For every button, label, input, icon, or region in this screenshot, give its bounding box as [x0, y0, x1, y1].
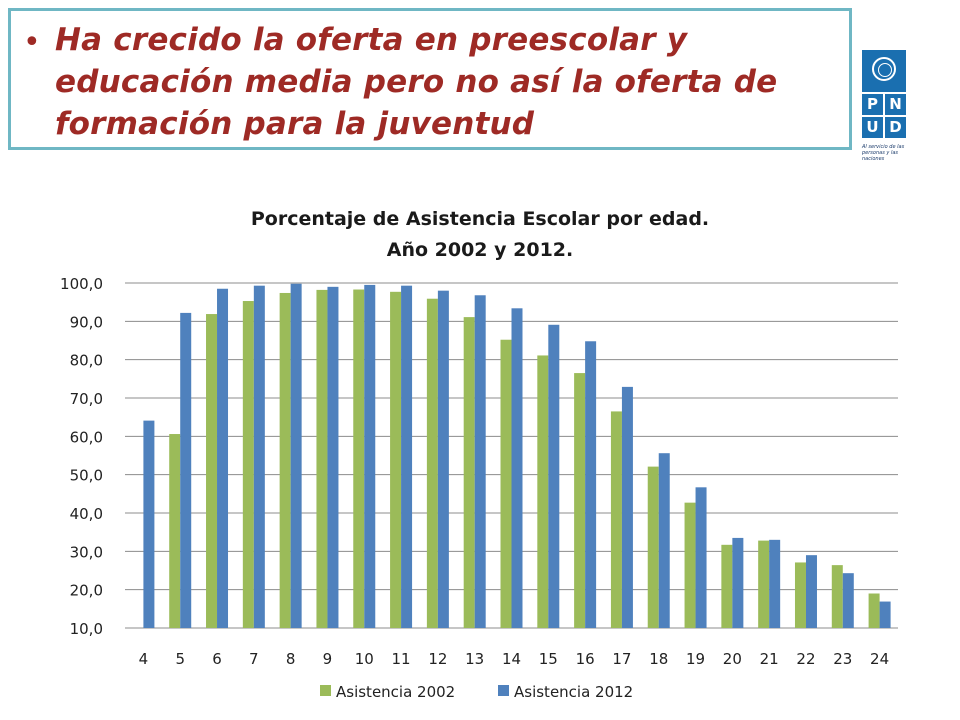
bar-2012 — [585, 341, 597, 628]
y-tick-label: 100,0 — [60, 275, 103, 293]
bar-2012 — [621, 386, 633, 628]
x-tick-label: 9 — [323, 650, 333, 668]
x-tick-label: 10 — [355, 650, 374, 668]
x-tick-label: 14 — [502, 650, 521, 668]
x-tick-label: 16 — [576, 650, 595, 668]
y-tick-label: 40,0 — [70, 505, 103, 523]
bar-2012 — [401, 285, 413, 628]
bar-2002 — [390, 291, 402, 628]
un-emblem-icon — [862, 50, 906, 92]
bar-2002 — [574, 373, 586, 628]
x-tick-label: 8 — [286, 650, 296, 668]
bar-2002 — [426, 298, 438, 628]
bar-2012 — [290, 283, 302, 628]
y-tick-label: 10,0 — [70, 620, 103, 638]
bar-2002 — [610, 411, 622, 628]
bar-2012 — [511, 308, 523, 628]
bar-2012 — [548, 324, 560, 628]
bar-2002 — [647, 466, 659, 628]
bar-2012 — [217, 288, 229, 628]
logo-letter: D — [885, 117, 906, 138]
bar-2012 — [327, 286, 339, 628]
x-tick-label: 11 — [392, 650, 411, 668]
bar-2002 — [316, 289, 328, 628]
bar-2002 — [831, 565, 843, 628]
pnud-logo: P N U D Al servicio de las personas y la… — [862, 50, 906, 162]
y-tick-label: 30,0 — [70, 543, 103, 561]
x-tick-label: 13 — [465, 650, 484, 668]
y-tick-label: 70,0 — [70, 390, 103, 408]
bar-2012 — [437, 290, 449, 628]
x-tick-label: 18 — [649, 650, 668, 668]
bar-2002 — [684, 502, 696, 628]
bar-2012 — [732, 537, 744, 628]
x-tick-label: 22 — [796, 650, 815, 668]
bar-2012 — [879, 601, 891, 628]
x-tick-label: 19 — [686, 650, 705, 668]
headline-bullet: • — [23, 25, 41, 60]
y-tick-label: 90,0 — [70, 313, 103, 331]
bar-2002 — [279, 292, 291, 628]
chart-subtitle: Año 2002 y 2012. — [387, 239, 574, 261]
y-axis-ticks: 10,0 20,0 30,0 40,0 50,0 60,0 70,0 80,0 90,0 100,… — [60, 275, 103, 638]
headline-box: • Ha crecido la oferta en preescolar y e… — [8, 8, 852, 150]
logo-letter: U — [862, 117, 883, 138]
y-tick-label: 60,0 — [70, 428, 103, 446]
logo-letter: P — [862, 94, 883, 115]
bar-2012 — [805, 555, 817, 628]
bar-2012 — [658, 453, 670, 628]
bar-2002 — [206, 314, 218, 628]
bar-2002 — [758, 540, 770, 628]
bar-2012 — [842, 573, 854, 628]
x-tick-label: 20 — [723, 650, 742, 668]
x-tick-label: 6 — [212, 650, 222, 668]
logo-tagline: Al servicio de las personas y las nacion… — [862, 144, 905, 162]
bar-2002 — [463, 317, 475, 628]
y-tick-label: 80,0 — [70, 352, 103, 370]
bar-2012 — [695, 487, 707, 628]
x-tick-label: 12 — [428, 650, 447, 668]
legend-label: Asistencia 2012 — [514, 683, 633, 701]
bar-2012 — [769, 539, 781, 628]
y-tick-label: 20,0 — [70, 582, 103, 600]
legend-swatch — [498, 685, 509, 696]
headline-text: Ha crecido la oferta en preescolar y edu… — [55, 22, 778, 142]
bars — [143, 283, 891, 628]
bar-2002 — [169, 434, 181, 628]
legend: Asistencia 2002 Asistencia 2012 — [320, 683, 633, 701]
x-tick-label: 17 — [612, 650, 631, 668]
x-tick-label: 23 — [833, 650, 852, 668]
bar-2002 — [794, 562, 806, 628]
x-tick-label: 4 — [139, 650, 149, 668]
x-tick-label: 7 — [249, 650, 259, 668]
bar-2002 — [537, 355, 549, 628]
bar-2002 — [242, 301, 254, 628]
x-tick-label: 5 — [175, 650, 185, 668]
logo-letters: P N U D — [862, 94, 906, 138]
legend-label: Asistencia 2002 — [336, 683, 455, 701]
legend-swatch — [320, 685, 331, 696]
bar-2002 — [500, 339, 512, 628]
bar-2002 — [721, 544, 733, 628]
y-tick-label: 50,0 — [70, 467, 103, 485]
chart-title: Porcentaje de Asistencia Escolar por eda… — [251, 208, 709, 230]
bar-2002 — [353, 289, 365, 628]
bar-2012 — [180, 312, 192, 628]
x-axis-ticks: 4 5 6 7 8 9 10 11 12 13 14 15 16 17 18 19 20 21 22 23 24 — [139, 650, 890, 668]
bar-2012 — [143, 420, 155, 628]
bar-2012 — [364, 284, 376, 628]
x-tick-label: 24 — [870, 650, 889, 668]
x-tick-label: 15 — [539, 650, 558, 668]
x-tick-label: 21 — [760, 650, 779, 668]
bar-2012 — [253, 285, 265, 628]
logo-letter: N — [885, 94, 906, 115]
bar-2002 — [868, 593, 880, 628]
bar-2012 — [474, 295, 486, 628]
